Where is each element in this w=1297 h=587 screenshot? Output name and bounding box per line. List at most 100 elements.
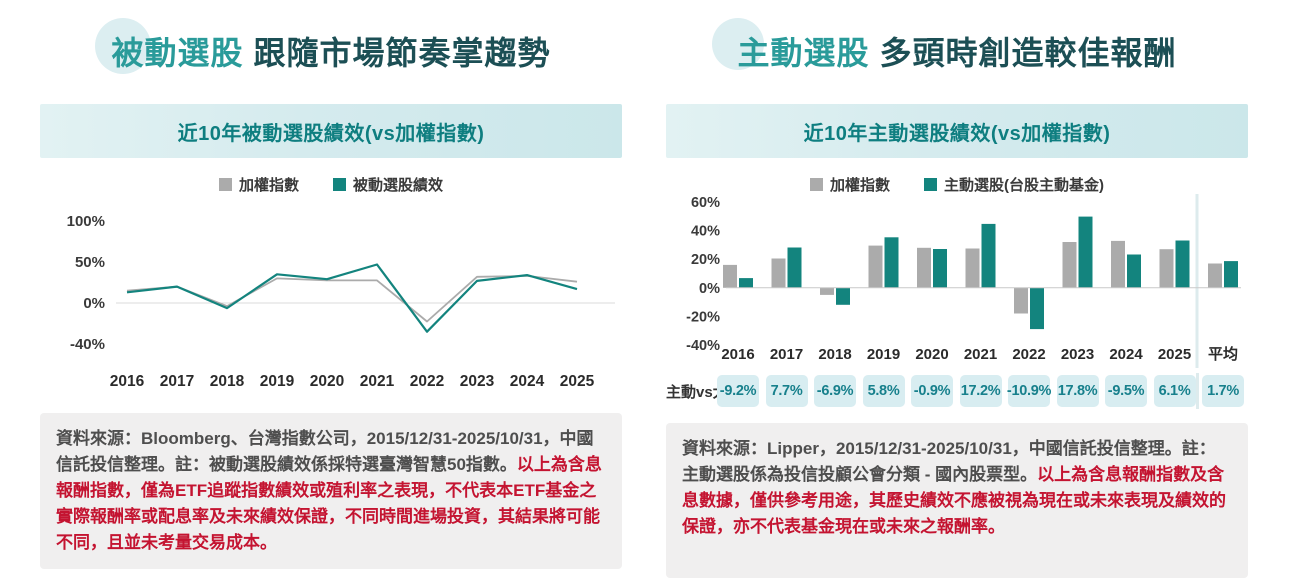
line-chart-passive: 100% 50% 0% -40% 2016 2017 2018 2019 2020 2021 202…	[67, 213, 615, 390]
bar	[884, 237, 899, 288]
svg-text:2019: 2019	[867, 346, 900, 363]
svg-text:50%: 50%	[75, 254, 105, 271]
title-accent: 主動選股	[737, 35, 870, 71]
svg-text:-20%: -20%	[686, 309, 720, 325]
svg-text:2020: 2020	[310, 373, 344, 390]
bar	[836, 287, 850, 305]
legend-item: 加權指數	[218, 174, 299, 195]
svg-text:2022: 2022	[410, 373, 444, 390]
svg-text:60%: 60%	[691, 195, 720, 211]
svg-text:平均: 平均	[1208, 345, 1238, 363]
svg-text:0%: 0%	[699, 281, 720, 297]
svg-text:40%: 40%	[691, 224, 720, 240]
bar	[917, 247, 931, 288]
bar	[1224, 261, 1238, 288]
bar	[1014, 287, 1028, 314]
svg-text:2022: 2022	[1012, 346, 1045, 363]
diff-cell: 6.1%	[1153, 375, 1196, 407]
bar	[787, 247, 802, 288]
decorative-circle	[95, 18, 151, 74]
svg-text:100%: 100%	[67, 213, 105, 230]
svg-text:2023: 2023	[460, 373, 495, 390]
bar	[981, 223, 996, 288]
diff-cell: 5.8%	[862, 375, 905, 407]
series-line-0	[126, 275, 578, 323]
svg-text:20%: 20%	[691, 252, 720, 268]
x-axis-labels: 2016 2017 2018 2019 2020 2021 2022 2023 2024 2025	[110, 373, 595, 390]
decorative-circle	[712, 18, 764, 70]
bar	[723, 264, 737, 288]
svg-text:2024: 2024	[510, 373, 545, 390]
banner-title: 近10年主動選股績效(vs加權指數)	[803, 122, 1111, 145]
legend-item: 主動選股(台股主動基金)	[924, 174, 1104, 195]
svg-text:2023: 2023	[1061, 346, 1094, 363]
svg-text:2024: 2024	[1109, 346, 1143, 363]
svg-text:2018: 2018	[210, 373, 245, 390]
bar	[739, 278, 753, 288]
bar	[868, 245, 883, 288]
legend-swatch-icon	[218, 177, 232, 191]
bar	[1127, 254, 1141, 288]
legend-label: 加權指數	[829, 176, 890, 194]
page-title-active: 主動選股 多頭時創造較佳報酬	[666, 14, 1248, 74]
footnote-highlight: 以上為含息報酬指數，僅為ETF追蹤指數績效或殖利率之表現，不代表本ETF基金之實…	[56, 455, 602, 552]
bar	[1159, 249, 1174, 288]
bar	[1062, 242, 1077, 288]
bar	[965, 248, 980, 288]
svg-text:2025: 2025	[560, 373, 595, 390]
x-axis-labels: 2016 2017 2018 2019 2020 2021 2022 2023 2024 2025…	[721, 345, 1238, 363]
y-axis-labels: 60% 40% 20% 0% -20% -40%	[686, 195, 720, 354]
legend-label: 被動選股績效	[353, 176, 444, 194]
panel-active: 主動選股 多頭時創造較佳報酬 近10年主動選股績效(vs加權指數) 加權指數 主動…	[666, 14, 1248, 578]
bar-series-1	[739, 216, 1238, 330]
legend-item: 加權指數	[809, 174, 890, 195]
footnote-box-passive: 資料來源：Bloomberg、台灣指數公司，2015/12/31-2025/10…	[40, 413, 622, 569]
passive-title-block: 被動選股 跟隨市場節奏掌趨勢	[40, 14, 622, 78]
legend-label: 加權指數	[238, 176, 299, 194]
bar-chart-active: 60%40%20%0%-20%-40% 2016 2017 2018 2019 2020 2…	[686, 194, 1241, 368]
panel-passive: 被動選股 跟隨市場節奏掌趨勢 近10年被動選股績效(vs加權指數) 加權指數 被動…	[40, 14, 622, 578]
legend-swatch-icon	[924, 177, 937, 191]
bar	[1208, 263, 1222, 288]
bar	[933, 249, 947, 288]
diff-cell: 7.7%	[765, 375, 808, 407]
bar	[1175, 240, 1190, 288]
chart-banner-passive: 近10年被動選股績效(vs加權指數)	[40, 104, 622, 158]
svg-text:2025: 2025	[1158, 346, 1191, 363]
svg-text:-40%: -40%	[70, 336, 105, 353]
bar	[1111, 240, 1125, 288]
diff-cell: 1.7%	[1202, 375, 1244, 407]
page-title-passive: 被動選股 跟隨市場節奏掌趨勢	[40, 14, 622, 74]
diff-cell: -10.9%	[1007, 375, 1051, 407]
svg-text:2017: 2017	[160, 373, 194, 390]
active-title-block: 主動選股 多頭時創造較佳報酬	[666, 14, 1248, 78]
banner-title: 近10年被動選股績效(vs加權指數)	[177, 122, 485, 145]
diff-cell: -9.5%	[1105, 375, 1147, 407]
bar-series-0	[723, 240, 1222, 314]
legend-item: 被動選股績效	[333, 174, 443, 195]
bar	[820, 287, 834, 295]
svg-text:-40%: -40%	[686, 338, 720, 354]
bar	[771, 258, 786, 288]
svg-text:2019: 2019	[260, 373, 295, 390]
average-separator-line	[1196, 373, 1199, 409]
diff-cell: -0.9%	[911, 375, 953, 407]
svg-text:2021: 2021	[360, 373, 395, 390]
diff-cell: -6.9%	[814, 375, 856, 407]
legend-swatch-icon	[809, 177, 823, 191]
svg-text:0%: 0%	[83, 295, 105, 312]
bar	[1078, 216, 1093, 288]
svg-text:2018: 2018	[818, 346, 851, 363]
footnote-text: 資料來源：Lipper，2015/12/31-2025/10/31，中國信託投信…	[682, 439, 1216, 484]
diff-cell: 17.8%	[1056, 375, 1099, 407]
diff-cell: 17.2%	[959, 375, 1002, 407]
svg-text:2020: 2020	[915, 346, 948, 363]
legend-passive: 加權指數 被動選股績效	[40, 174, 622, 194]
legend-label: 主動選股(台股主動基金)	[944, 176, 1104, 194]
legend-swatch-icon	[333, 177, 346, 191]
legend-active: 加權指數 主動選股(台股主動基金)	[666, 174, 1248, 194]
svg-text:2021: 2021	[964, 346, 997, 363]
chart-banner-active: 近10年主動選股績效(vs加權指數)	[666, 104, 1248, 158]
svg-text:2016: 2016	[110, 373, 145, 390]
svg-text:2017: 2017	[770, 346, 803, 363]
